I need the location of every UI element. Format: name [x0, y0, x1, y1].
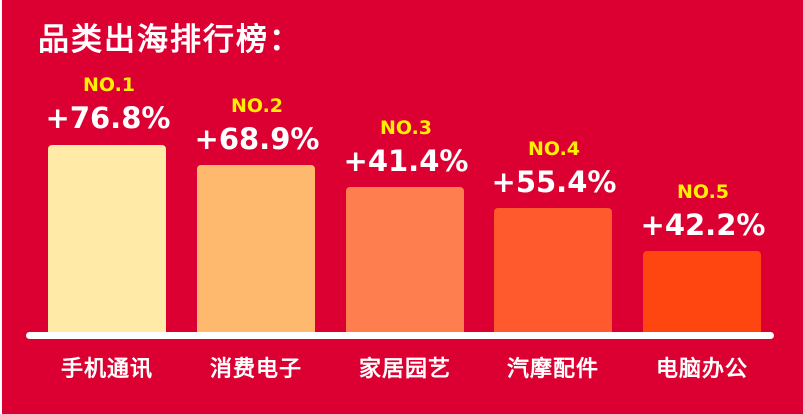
rank-label-1: NO.1	[82, 74, 136, 96]
value-label-2: +68.9%	[194, 122, 320, 156]
rank-label-4: NO.4	[527, 138, 581, 160]
chart-baseline	[26, 332, 774, 339]
bar-3	[346, 187, 464, 335]
category-label-1: 手机通讯	[60, 357, 153, 382]
bar-4	[494, 208, 612, 335]
category-label-4: 汽摩配件	[506, 357, 599, 382]
bar-1	[48, 145, 166, 335]
value-label-5: +42.2%	[640, 208, 766, 242]
category-label-2: 消费电子	[209, 357, 302, 382]
bar-2	[197, 165, 315, 335]
rank-label-5: NO.5	[676, 181, 730, 203]
bar-5	[643, 251, 761, 335]
value-label-1: +76.8%	[45, 101, 171, 135]
category-label-5: 电脑办公	[655, 357, 748, 382]
value-label-3: +41.4%	[343, 144, 469, 178]
chart-title: 品类出海排行榜：	[38, 22, 302, 58]
rank-label-3: NO.3	[379, 117, 433, 139]
rank-label-2: NO.2	[230, 95, 284, 117]
value-label-4: +55.4%	[491, 165, 617, 199]
category-label-3: 家居园艺	[358, 357, 451, 382]
